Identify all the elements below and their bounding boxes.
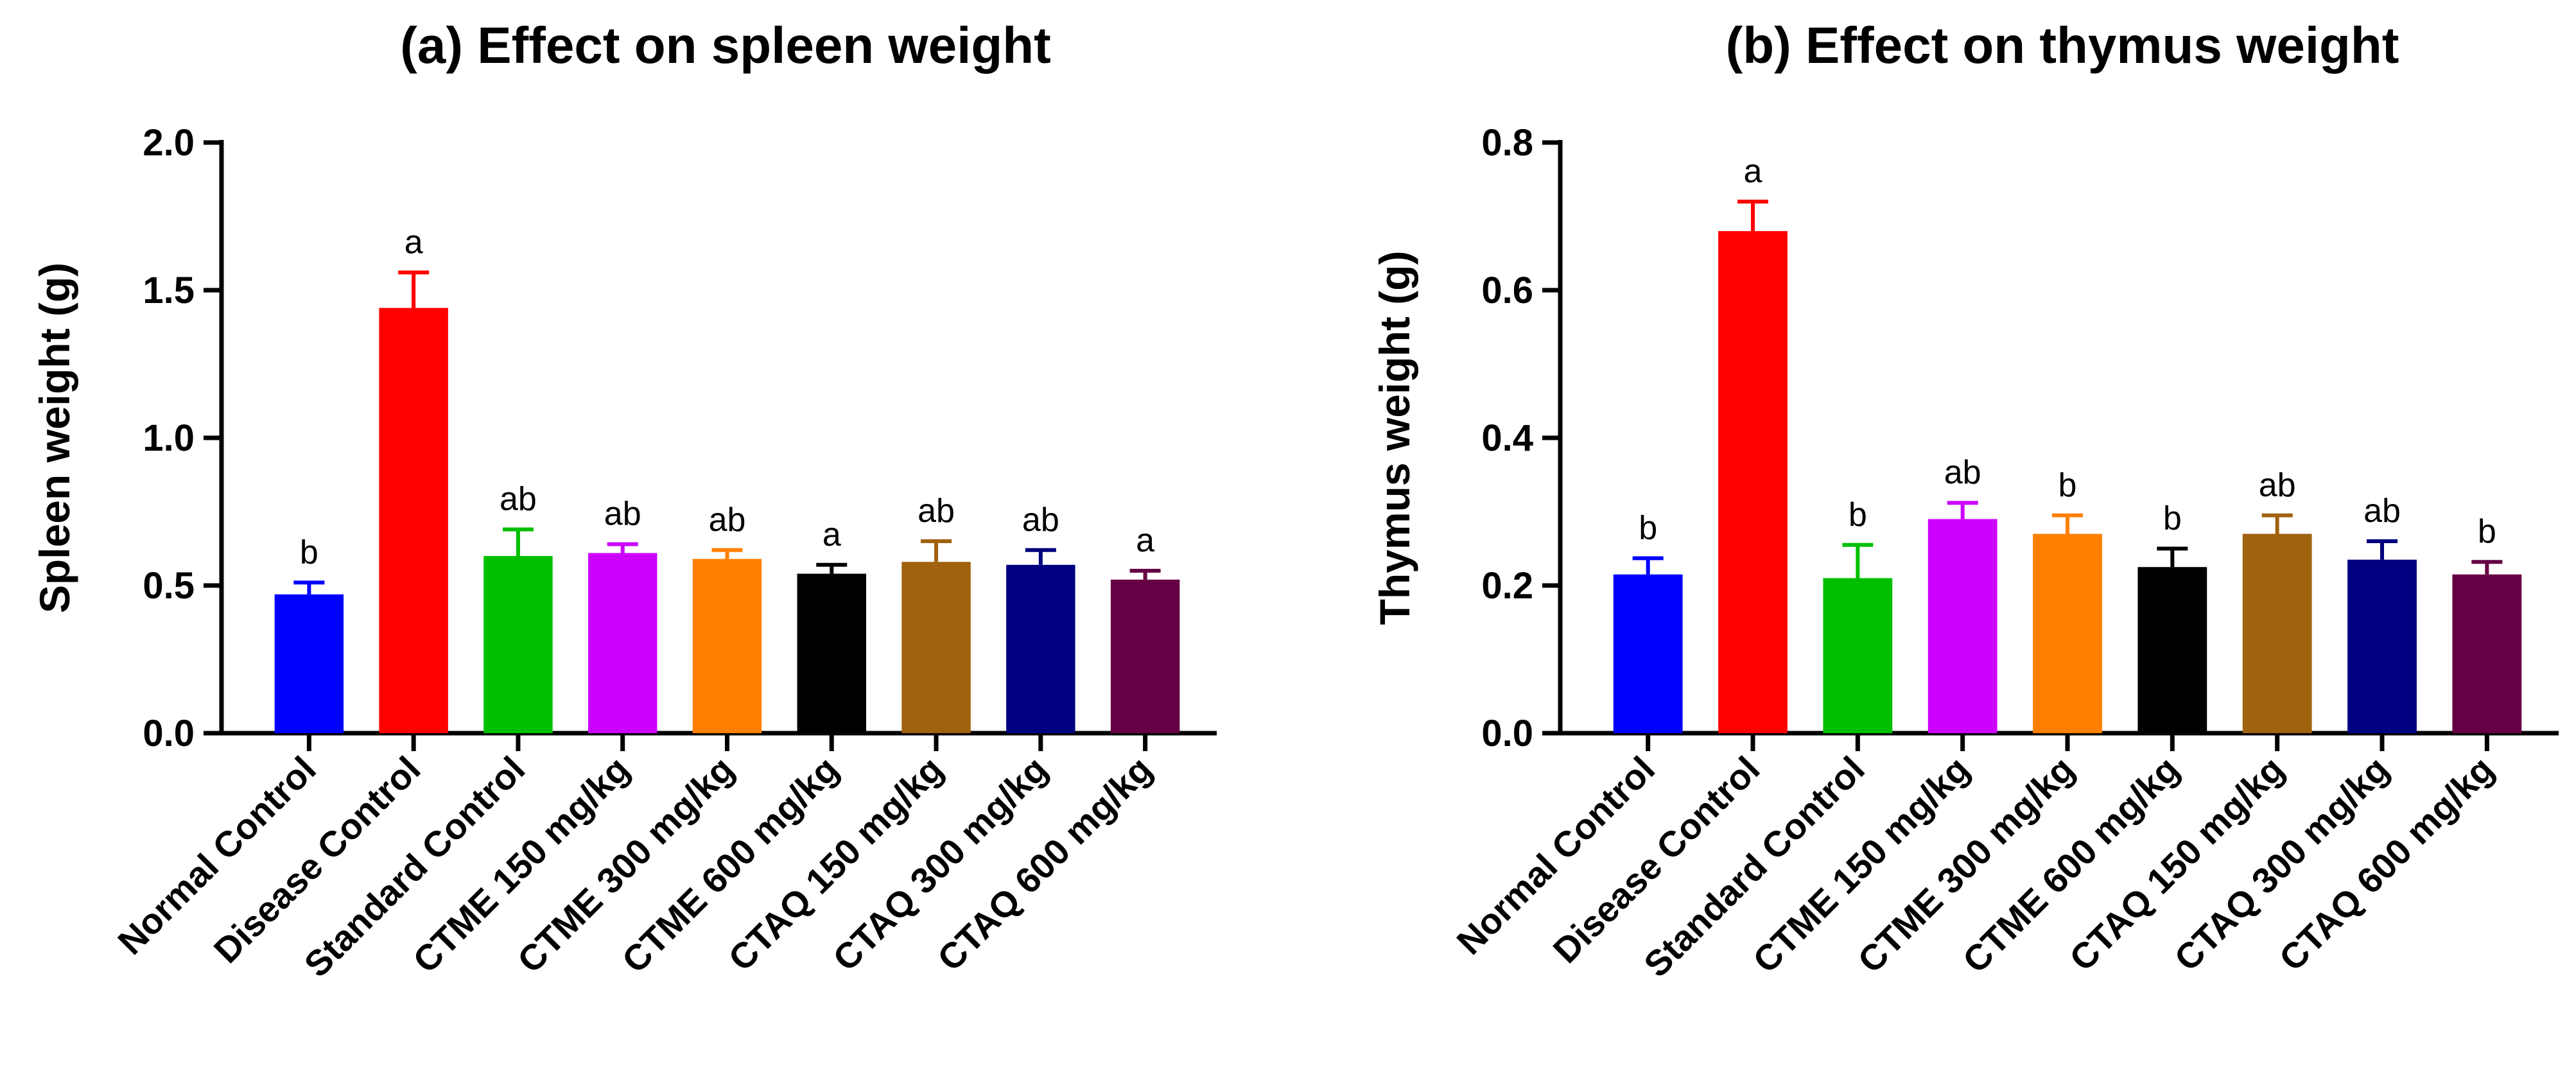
chart-panel-a: (a) Effect on spleen weight Spleen weight…: [31, 17, 1217, 985]
bar: [901, 562, 971, 733]
significance-label: ab: [1944, 454, 1981, 491]
x-tick-label: Normal Control: [1449, 749, 1662, 962]
significance-label: b: [1639, 509, 1657, 546]
bar: [2242, 534, 2312, 733]
significance-label: ab: [604, 496, 641, 533]
y-tick-label: 1.5: [143, 270, 195, 311]
significance-label: b: [1849, 496, 1867, 534]
chart-title: (a) Effect on spleen weight: [400, 17, 1050, 74]
bar: [1928, 519, 1997, 733]
significance-label: a: [1136, 522, 1154, 559]
bar: [797, 573, 866, 733]
y-tick-label: 0.2: [1481, 565, 1533, 607]
y-tick-label: 0.0: [143, 713, 195, 754]
bar: [1006, 564, 1075, 733]
significance-label: ab: [500, 481, 537, 518]
bar: [2137, 567, 2207, 733]
bar: [1110, 579, 1180, 733]
y-tick-label: 0.4: [1481, 417, 1533, 459]
y-axis-label: Spleen weight (g): [31, 263, 78, 613]
significance-label: ab: [918, 492, 955, 530]
y-tick-label: 0.6: [1481, 270, 1533, 311]
y-tick-label: 0.5: [143, 565, 195, 607]
chart-title: (b) Effect on thymus weight: [1726, 17, 2399, 74]
bar: [588, 553, 657, 733]
y-tick-label: 1.0: [143, 417, 195, 459]
bar: [2033, 534, 2102, 733]
y-axis-label: Thymus weight (g): [1371, 251, 1418, 625]
significance-label: a: [822, 516, 841, 553]
bar: [2347, 559, 2417, 733]
bar: [274, 594, 344, 733]
bar: [2452, 574, 2522, 733]
bar: [1613, 574, 1683, 733]
significance-label: ab: [2259, 467, 2296, 504]
bar: [379, 308, 448, 734]
y-tick-label: 0.0: [1481, 713, 1533, 754]
significance-label: ab: [1022, 501, 1059, 539]
bar: [1718, 231, 1788, 733]
significance-label: b: [2478, 513, 2496, 550]
bar: [692, 559, 762, 733]
significance-label: ab: [709, 501, 746, 539]
bar: [483, 556, 553, 733]
significance-label: b: [300, 534, 318, 571]
y-tick-label: 0.8: [1481, 122, 1533, 164]
significance-label: b: [2163, 500, 2182, 537]
significance-label: b: [2058, 467, 2077, 504]
significance-label: a: [1744, 153, 1762, 190]
significance-label: a: [405, 223, 423, 261]
bar: [1823, 578, 1893, 733]
y-tick-label: 2.0: [143, 122, 195, 164]
x-tick-label: Normal Control: [110, 749, 324, 962]
significance-label: ab: [2363, 492, 2401, 530]
chart-panel-b: (b) Effect on thymus weight Thymus weight…: [1371, 17, 2559, 985]
